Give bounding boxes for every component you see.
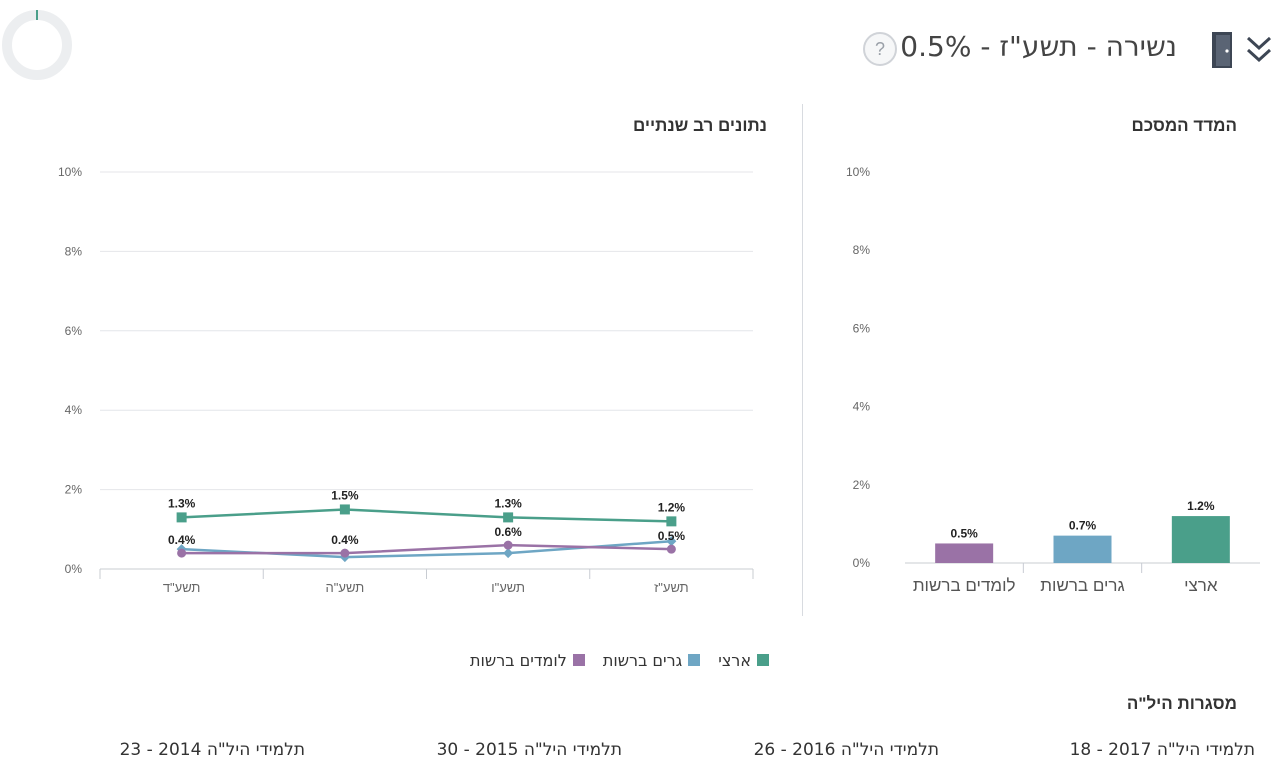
data-point: [339, 504, 350, 515]
legend-item-national[interactable]: ארצי: [718, 648, 770, 672]
x-tick-label: תשע"ד: [163, 580, 201, 595]
y-tick-label: 0%: [853, 556, 871, 570]
multiyear-line-chart: 0% 2% 4% 6% 8% 10% תשע"ז תשע"ו תשע"ה תשע"ד 1.2% 1.3…: [58, 165, 754, 595]
y-tick-label: 8%: [65, 244, 83, 258]
data-point: [503, 512, 514, 523]
data-label: 1.3%: [168, 496, 196, 510]
double-chevron-down-icon[interactable]: [1244, 34, 1274, 73]
legend-label: לומדים ברשות: [470, 650, 567, 670]
data-point: [666, 516, 677, 527]
legend-swatch-national: [757, 654, 770, 666]
bar: [935, 543, 994, 563]
y-tick-label: 2%: [65, 483, 83, 497]
data-point: [503, 548, 514, 559]
chart-legend: ארצי גרים ברשות לומדים ברשות: [470, 648, 770, 672]
series-line: [181, 543, 672, 555]
series-line: [181, 508, 672, 523]
data-label: 0.4%: [168, 533, 196, 547]
y-tick-label: 2%: [853, 478, 871, 492]
door-exit-icon: [1210, 30, 1236, 75]
x-tick-label: ארצי: [1184, 576, 1218, 595]
multiyear-title: נתונים רב שנתיים: [632, 116, 767, 135]
data-label: 0.4%: [331, 533, 359, 547]
data-label: 0.6%: [494, 525, 522, 539]
framework-item-2015[interactable]: תלמידי היל"ה 2015 - 30: [436, 740, 622, 760]
x-tick-label: גרים ברשות: [1040, 576, 1124, 595]
legend-label: ארצי: [718, 650, 752, 670]
summary-bar-chart: 0% 2% 4% 6% 8% 10% 1.2% ארצי 0.7% גרים ברשות 0.5% ל…: [846, 165, 1260, 595]
bar-value-label: 0.5%: [950, 526, 978, 540]
bar-value-label: 0.7%: [1069, 519, 1097, 533]
x-tick-label: תשע"ז: [654, 580, 689, 595]
data-label: 1.3%: [494, 496, 522, 510]
data-point: [340, 548, 350, 558]
y-tick-label: 0%: [65, 562, 83, 576]
legend-label: גרים ברשות: [602, 650, 683, 670]
summary-title: המדד המסכם: [1131, 116, 1237, 135]
y-tick-label: 10%: [846, 165, 870, 179]
page-title: נשירה - תשע"ז - 0.5%: [900, 30, 1177, 63]
y-tick-label: 6%: [853, 321, 871, 335]
legend-item-residents[interactable]: גרים ברשות: [602, 648, 701, 672]
legend-swatch-students: [572, 654, 585, 666]
x-tick-label: תשע"ו: [491, 580, 525, 595]
section-divider: [802, 104, 803, 616]
x-tick-label: לומדים ברשות: [913, 576, 1016, 595]
data-point: [503, 540, 513, 550]
help-icon[interactable]: ?: [863, 32, 897, 66]
data-point: [176, 512, 187, 523]
framework-item-2014[interactable]: תלמידי היל"ה 2014 - 23: [119, 740, 305, 760]
y-tick-label: 4%: [65, 403, 83, 417]
progress-ring: [0, 8, 76, 89]
legend-swatch-residents: [688, 654, 701, 666]
y-tick-label: 6%: [65, 324, 83, 338]
legend-item-students[interactable]: לומדים ברשות: [470, 648, 585, 672]
frameworks-title: מסגרות היל"ה: [1126, 694, 1237, 713]
y-tick-label: 4%: [853, 400, 871, 414]
data-point: [666, 536, 677, 547]
bar: [1053, 535, 1112, 563]
y-tick-label: 10%: [58, 165, 82, 179]
bar-value-label: 1.2%: [1187, 499, 1215, 513]
data-label: 1.5%: [331, 488, 359, 502]
x-tick-label: תשע"ה: [326, 580, 365, 595]
framework-item-2017[interactable]: תלמידי היל"ה 2017 - 18: [1069, 740, 1255, 760]
framework-item-2016[interactable]: תלמידי היל"ה 2016 - 26: [753, 740, 939, 760]
data-point: [177, 548, 187, 558]
data-label: 1.2%: [658, 500, 686, 514]
data-point: [666, 544, 676, 554]
bar: [1171, 516, 1230, 563]
data-label: 0.5%: [658, 529, 686, 543]
y-tick-label: 8%: [853, 243, 871, 257]
